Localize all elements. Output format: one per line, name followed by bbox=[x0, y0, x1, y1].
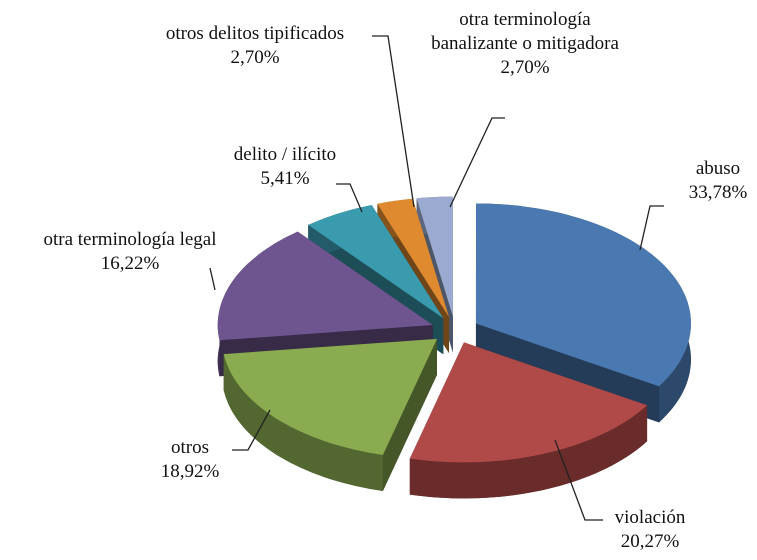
label-name: delito / ilícito bbox=[233, 144, 337, 165]
label-name: otra terminología banalizante o mitigado… bbox=[431, 9, 619, 54]
label-value: 20,27% bbox=[620, 531, 680, 552]
slice-label: abuso 33,78% bbox=[643, 157, 757, 205]
slice bbox=[308, 205, 444, 319]
slice-label: delito / ilícito 5,41% bbox=[185, 143, 385, 191]
leader-line bbox=[372, 35, 415, 208]
label-value: 5,41% bbox=[260, 168, 310, 189]
slice bbox=[217, 231, 433, 341]
slice bbox=[377, 198, 449, 318]
label-value: 2,70% bbox=[500, 57, 550, 78]
leader-line bbox=[336, 183, 363, 213]
label-name: abuso bbox=[695, 158, 741, 179]
slice bbox=[475, 203, 691, 387]
slice bbox=[223, 338, 437, 455]
slice-side bbox=[409, 405, 648, 499]
slice-wall bbox=[382, 338, 437, 491]
slice-side bbox=[223, 354, 383, 491]
slice bbox=[223, 338, 437, 491]
label-value: 18,92% bbox=[160, 461, 220, 482]
slice bbox=[416, 196, 453, 317]
leader-line bbox=[232, 409, 271, 451]
leader-line bbox=[554, 439, 603, 521]
label-name: otros bbox=[171, 437, 209, 458]
leader-line bbox=[209, 267, 216, 291]
slice bbox=[409, 342, 648, 463]
leader-line bbox=[639, 205, 664, 251]
label-value: 16,22% bbox=[100, 253, 160, 274]
slice-label: otros 18,92% bbox=[115, 436, 265, 484]
slice bbox=[409, 342, 648, 499]
leader-line bbox=[449, 117, 505, 208]
slice-label: otros delitos tipificados 2,70% bbox=[105, 22, 405, 70]
label-name: violación bbox=[614, 507, 686, 528]
label-name: otra terminología legal bbox=[43, 229, 217, 250]
label-value: 33,78% bbox=[688, 182, 748, 203]
slice-label: otra terminología legal 16,22% bbox=[0, 228, 280, 276]
slice-label: otra terminología banalizante o mitigado… bbox=[425, 8, 625, 80]
label-value: 2,70% bbox=[230, 47, 280, 68]
slice bbox=[217, 231, 433, 377]
slice-label: violación 20,27% bbox=[575, 506, 725, 554]
label-name: otros delitos tipificados bbox=[165, 23, 345, 44]
